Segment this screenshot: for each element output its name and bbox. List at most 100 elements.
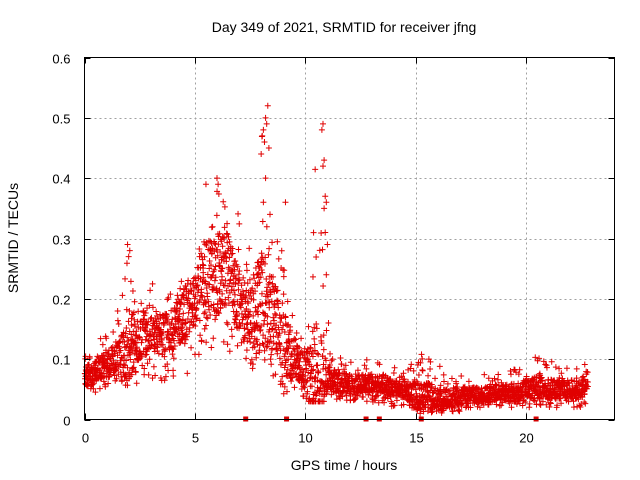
data-point: [454, 384, 461, 391]
data-point: [418, 351, 425, 358]
data-point: [365, 391, 372, 398]
data-point: [266, 279, 273, 286]
data-point: [263, 288, 270, 295]
y-tick-label: 0.4: [52, 172, 70, 187]
data-point: [149, 375, 156, 382]
data-point: [162, 373, 169, 380]
data-point: [276, 355, 283, 362]
data-point: [277, 347, 284, 354]
data-point: [547, 400, 554, 407]
data-point: [495, 371, 502, 378]
data-point: [125, 318, 132, 325]
data-point: [516, 366, 523, 373]
data-point: [246, 311, 253, 318]
data-point: [307, 370, 314, 377]
data-point: [291, 384, 298, 391]
data-point: [251, 275, 258, 282]
data-point: [316, 247, 323, 254]
data-point: [266, 245, 273, 252]
data-point: [327, 350, 334, 357]
data-point: [259, 132, 266, 139]
data-point: [131, 316, 138, 323]
data-point: [271, 302, 278, 309]
data-point: [115, 321, 122, 328]
data-point: [138, 353, 145, 360]
data-point: [522, 399, 529, 406]
data-point: [186, 324, 193, 331]
data-point: [167, 326, 174, 333]
data-point: [192, 293, 199, 300]
data-point: [154, 347, 161, 354]
data-point: [259, 218, 266, 225]
data-point: [109, 353, 116, 360]
data-point: [556, 365, 563, 372]
data-point: [94, 353, 101, 360]
data-point: [229, 333, 236, 340]
data-point: [241, 325, 248, 332]
data-point: [260, 199, 267, 206]
data-point: [584, 369, 591, 376]
data-point: [258, 151, 265, 158]
data-point: [168, 307, 175, 314]
data-point: [415, 382, 422, 389]
data-point: [135, 308, 142, 315]
data-point: [188, 344, 195, 351]
data-point: [193, 282, 200, 289]
data-point: [229, 250, 236, 257]
data-point: [408, 361, 415, 368]
data-point: [138, 300, 145, 307]
data-point: [363, 365, 370, 372]
data-point: [287, 327, 294, 334]
data-point: [131, 298, 138, 305]
data-point: [254, 323, 261, 330]
data-point: [336, 393, 343, 400]
data-point: [255, 311, 262, 318]
data-point: [581, 361, 588, 368]
data-point: [247, 338, 254, 345]
data-point: [117, 338, 124, 345]
data-point: [417, 410, 424, 417]
data-point: [481, 371, 488, 378]
data-point: [226, 238, 233, 245]
data-point: [533, 388, 540, 395]
data-point: [209, 286, 216, 293]
data-point: [537, 402, 544, 409]
data-point: [192, 315, 199, 322]
data-point: [342, 362, 349, 369]
data-point: [508, 381, 515, 388]
data-point: [163, 311, 170, 318]
data-point: [234, 263, 241, 270]
data-point: [311, 324, 318, 331]
data-point: [171, 343, 178, 350]
data-point: [254, 271, 261, 278]
data-point: [498, 402, 505, 409]
y-tick-label: 0.3: [52, 233, 70, 248]
data-point: [458, 372, 465, 379]
data-point: [272, 283, 279, 290]
data-point: [126, 351, 133, 358]
data-point: [272, 326, 279, 333]
data-point: [554, 402, 561, 409]
data-point: [243, 355, 250, 362]
data-point: [485, 375, 492, 382]
data-point: [556, 395, 563, 402]
plot-frame: [84, 57, 615, 420]
data-point: [86, 355, 93, 362]
data-point: [202, 299, 209, 306]
data-point: [258, 290, 265, 297]
data-point: [312, 392, 319, 399]
data-point: [207, 311, 214, 318]
data-point: [202, 309, 209, 316]
data-point: [149, 326, 156, 333]
data-point: [225, 233, 232, 240]
data-point: [198, 250, 205, 257]
data-point: [234, 342, 241, 349]
data-point: [257, 262, 264, 269]
data-point: [224, 220, 231, 227]
data-point: [257, 274, 264, 281]
data-point: [274, 298, 281, 305]
data-point: [243, 261, 250, 268]
data-point: [177, 285, 184, 292]
data-point: [276, 330, 283, 337]
